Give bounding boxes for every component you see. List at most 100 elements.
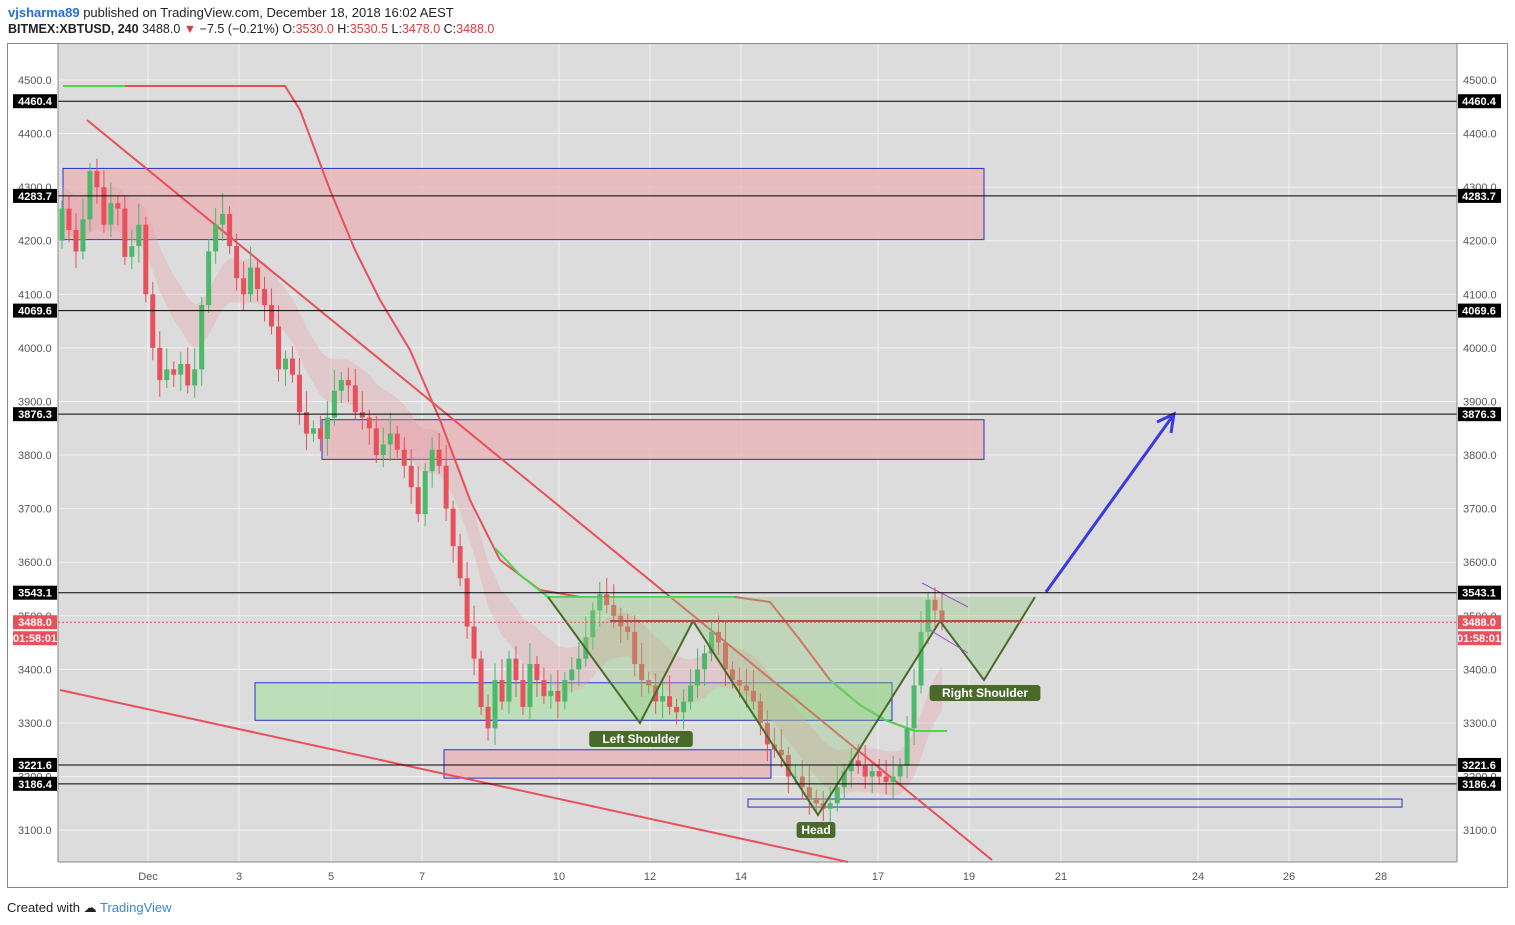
candle-body: [513, 658, 519, 681]
y-tick-label-right: 4000.0: [1463, 343, 1497, 355]
candle-body: [869, 771, 875, 777]
candle-body: [778, 749, 784, 756]
level-badge-right: [1458, 303, 1501, 318]
candle-body: [904, 728, 910, 766]
candle-body: [178, 363, 184, 375]
pattern-fill: [548, 597, 1035, 815]
candle-body: [729, 669, 735, 681]
candle-body: [827, 803, 833, 809]
candle-body: [415, 487, 421, 514]
candle-body: [785, 755, 791, 777]
y-tick-label-left: 3300.0: [18, 718, 52, 730]
candle-body: [129, 246, 135, 257]
candle-body: [757, 701, 763, 723]
level-badge-left: [13, 407, 57, 422]
candle-body: [485, 706, 491, 729]
candle-body: [590, 610, 596, 638]
y-tick-label-right: 3300.0: [1463, 718, 1497, 730]
low-label: L:: [391, 22, 402, 36]
candle-body: [352, 385, 358, 413]
candle-body: [506, 658, 512, 702]
support-zone-bottom: [747, 798, 1403, 808]
level-badge-left: [13, 585, 57, 600]
y-tick-label-right: 3400.0: [1463, 664, 1497, 676]
last-price: 3488.0: [142, 22, 181, 36]
candle-body: [709, 631, 715, 654]
ema-cloud: [62, 185, 942, 796]
demand-zone: [254, 682, 893, 721]
candle-body: [681, 701, 687, 713]
candle-body: [429, 449, 435, 472]
candle-body: [345, 380, 351, 386]
candle-body: [192, 369, 198, 386]
x-tick-label: 7: [419, 871, 425, 883]
candle-body: [303, 412, 309, 434]
candle-body: [750, 690, 756, 702]
level-badge-left-text: 4283.7: [18, 191, 52, 203]
level-badge-left: [13, 757, 57, 772]
candle-body: [688, 685, 694, 702]
candle-body: [122, 208, 128, 257]
level-badge-right: [1458, 407, 1501, 422]
level-badge-right: [1458, 585, 1501, 600]
published-text: published on TradingView.com, December 1…: [83, 5, 454, 20]
publisher-link[interactable]: vjsharma89: [8, 5, 80, 20]
level-badge-right-text: 3221.6: [1462, 760, 1496, 772]
candle-body: [241, 278, 247, 295]
candle-body: [317, 428, 323, 439]
candle-body: [66, 208, 72, 231]
flag-line-upper: [921, 582, 969, 608]
candle-body: [422, 471, 428, 514]
candle-body: [296, 374, 302, 413]
high-label: H:: [337, 22, 350, 36]
level-badge-left-text: 4069.6: [18, 306, 52, 318]
high-value: 3530.5: [349, 22, 389, 36]
y-tick-label-right: 3800.0: [1463, 450, 1497, 462]
candle-body: [338, 380, 344, 391]
candle-body: [890, 776, 896, 782]
candle-body: [94, 171, 100, 188]
price-change: −7.5 (−0.21%): [199, 22, 279, 36]
x-tick-label: 28: [1375, 871, 1387, 883]
candle-body: [262, 288, 268, 306]
pattern-label-bg: [796, 822, 836, 838]
candle-body: [199, 305, 205, 370]
chart-frame: [7, 43, 1508, 888]
open-label: O:: [282, 22, 296, 36]
candle-body: [478, 658, 484, 707]
candle-body: [806, 787, 812, 798]
candle-body: [387, 433, 393, 445]
candle-body: [674, 706, 680, 713]
tradingview-link[interactable]: TradingView: [100, 900, 172, 915]
level-badge-left: [13, 188, 57, 203]
candle-body: [373, 428, 379, 456]
candle-body: [932, 599, 938, 611]
candle-body: [324, 417, 330, 439]
candle-body: [380, 444, 386, 456]
candle-body: [834, 787, 840, 804]
created-with-text: Created with: [7, 900, 80, 915]
y-tick-label-right: 4100.0: [1463, 289, 1497, 301]
y-tick-label-right: 3900.0: [1463, 396, 1497, 408]
candle-body: [171, 369, 177, 375]
symbol-name: BITMEX:XBTUSD, 240: [8, 22, 139, 36]
candle-body: [555, 690, 561, 702]
candle-body: [87, 171, 93, 220]
candle-body: [695, 669, 701, 686]
candle-body: [255, 267, 261, 289]
level-badge-right-text: 3543.1: [1462, 588, 1496, 600]
close-value: 3488.0: [456, 22, 495, 36]
candle-body: [736, 680, 742, 686]
candle-body: [234, 246, 240, 279]
pattern-label-text: Head: [801, 823, 830, 837]
candle-body: [527, 664, 533, 707]
candle-body: [150, 294, 156, 348]
candle-body: [436, 449, 442, 466]
candle-body: [855, 760, 861, 766]
candle-body: [164, 369, 170, 381]
candle-body: [499, 680, 505, 702]
level-badge-right: [1458, 94, 1501, 109]
candle-body: [702, 653, 708, 670]
candle-body: [394, 433, 400, 450]
